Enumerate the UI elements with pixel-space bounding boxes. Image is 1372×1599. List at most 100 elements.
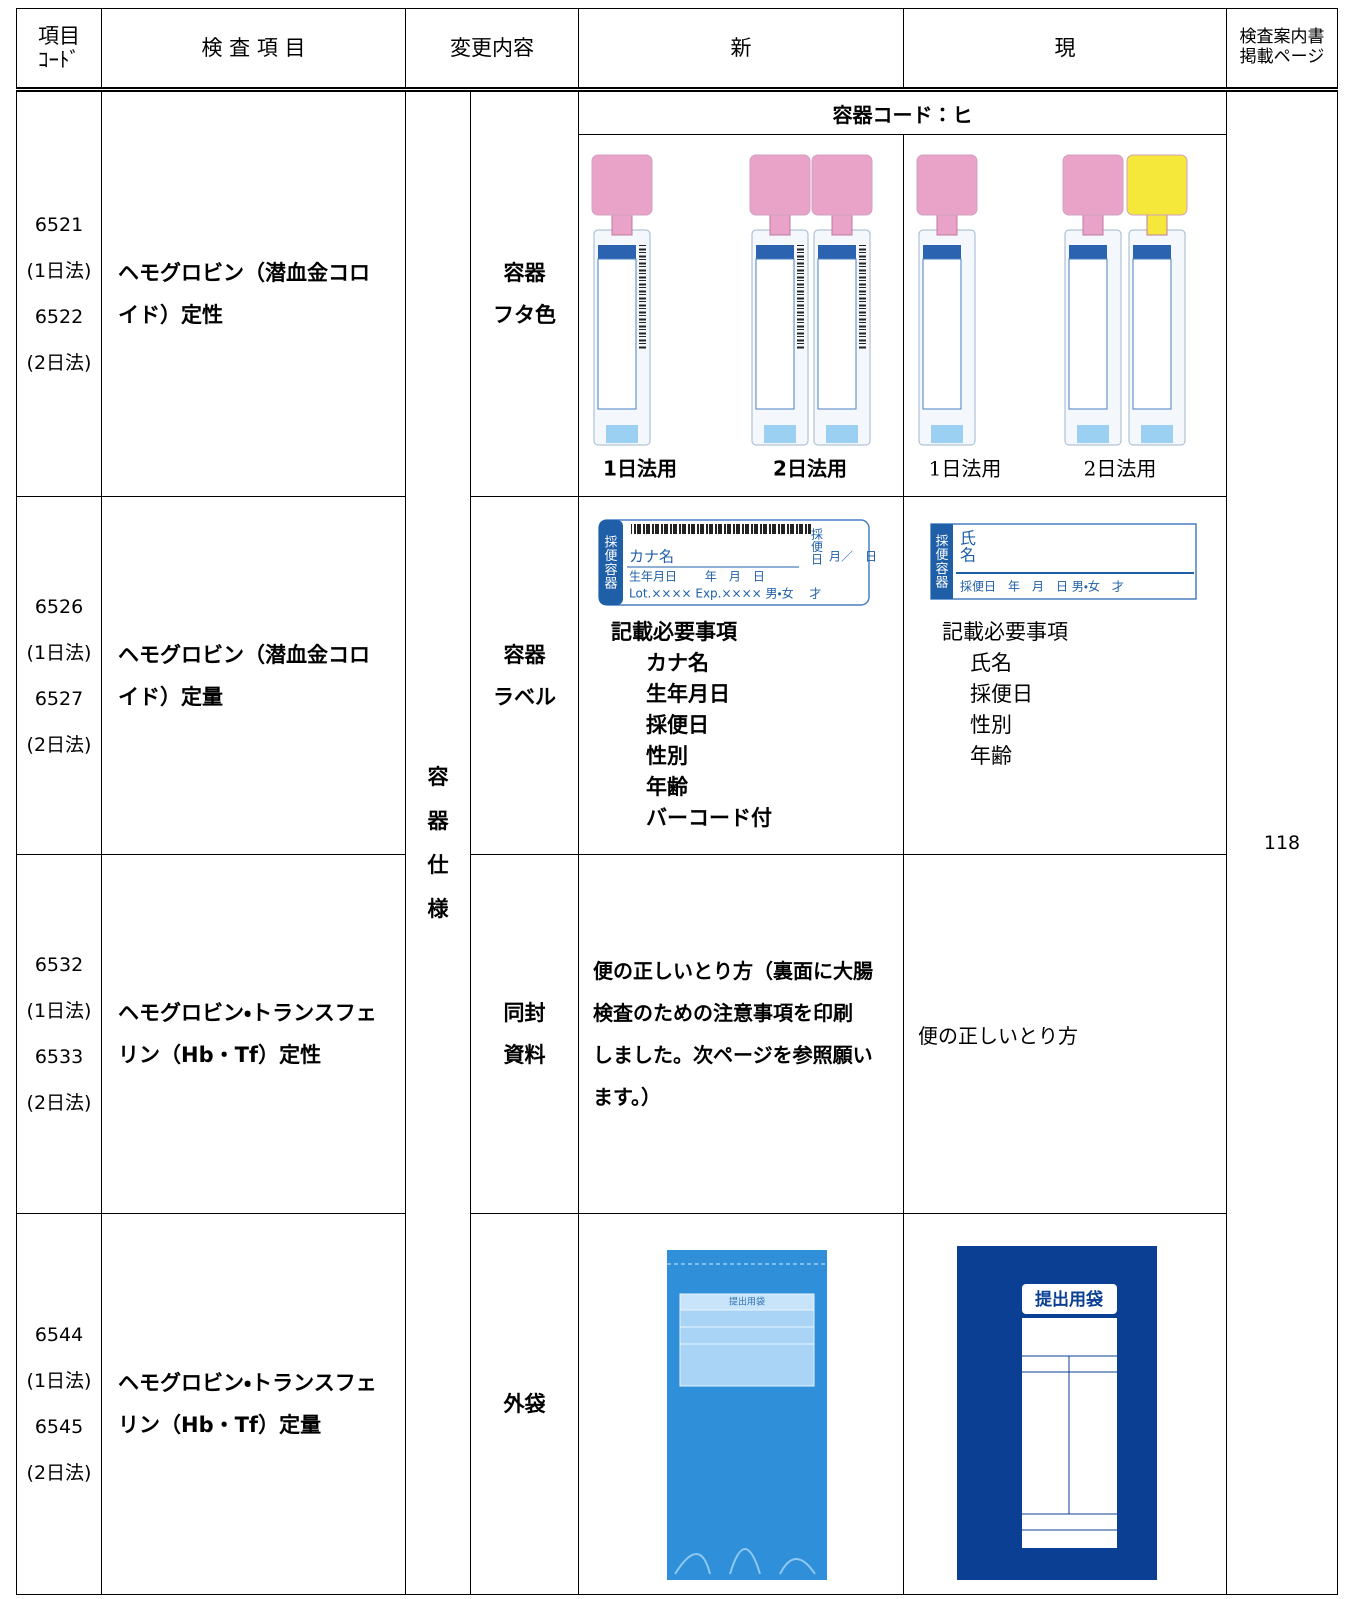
bag-image: 提出用袋 [666, 1250, 827, 1580]
requirements-heading: 記載必要事項 [942, 620, 1068, 644]
item: ヘモグロビン・トランスフェリン（Hb・Tf）定性 [101, 854, 406, 1214]
item-code: 6521 [34, 214, 84, 236]
barcode-stripe [646, 524, 649, 534]
barcode-stripe [638, 269, 646, 272]
barcode-stripe [638, 266, 646, 267]
change-table: 項目 ｺｰﾄﾞ 検 査 項 目 変更内容 新 現 検査案内書 掲載ページ 652… [16, 8, 1338, 1595]
barcode-stripe [858, 280, 866, 281]
barcode-stripe [796, 283, 804, 286]
barcode-stripe [766, 524, 767, 534]
caption: 1日法用 [928, 457, 1001, 481]
current-cell: 1日法用 2日法用 [903, 134, 1227, 497]
requirement: 年齢 [970, 744, 1012, 768]
barcode-stripe [638, 329, 646, 330]
barcode-stripe [685, 524, 686, 534]
tube-bottom [825, 425, 858, 443]
barcode-stripe [858, 318, 866, 321]
barcode-stripe [638, 308, 646, 309]
leaflet-current: 便の正しいとり方 [903, 854, 1227, 1214]
header-change: 変更内容 [405, 8, 579, 92]
barcode-stripe [858, 259, 866, 260]
barcode-stripe [658, 524, 659, 534]
row: 6544 (1日法) 6545 (2日法) ヘモグロビン・トランスフェリン（Hb・Tf… [16, 1213, 1338, 1595]
barcode-stripe [858, 297, 866, 300]
barcode-stripe [858, 301, 866, 302]
barcode-stripe [778, 524, 780, 534]
barcode-stripe [796, 329, 804, 330]
barcode-stripe [858, 308, 866, 309]
tube [811, 154, 872, 446]
item-code: 6545 [34, 1416, 84, 1438]
barcode-stripe [796, 294, 804, 295]
barcode-stripe [638, 294, 646, 295]
barcode-stripe [769, 524, 771, 534]
container-code: 容器コード：ヒ [578, 89, 1227, 135]
barcode-stripe [796, 325, 804, 328]
barcode-stripe [638, 276, 646, 279]
caption: 2日法用 [1083, 457, 1156, 481]
barcode-stripe [715, 524, 717, 534]
item-code: 6533 [34, 1046, 84, 1068]
tube-neck [831, 212, 852, 236]
barcode-stripe [638, 301, 646, 302]
change: 外袋 [470, 1213, 579, 1595]
barcode-stripe [858, 304, 866, 307]
barcode-stripe [796, 297, 804, 300]
tube-label-head [755, 245, 794, 259]
barcode-stripe [697, 524, 699, 534]
header-current: 現 [903, 8, 1227, 92]
barcode-stripe [796, 336, 804, 337]
barcode-stripe [682, 524, 685, 534]
header-page: 検査案内書 掲載ページ [1226, 8, 1338, 92]
barcode-stripe [763, 524, 766, 534]
barcode-stripe [796, 255, 804, 258]
barcode-stripe [796, 287, 804, 288]
tube-bottom [605, 425, 638, 443]
bag-image: 提出用袋 [956, 1246, 1157, 1580]
label-row: 採便日 年 月 日 男・女 才 [960, 580, 1124, 594]
tube-label [1068, 258, 1107, 410]
requirement: カナ名 [646, 651, 709, 675]
leaflet-line: しました。次ページを参照願い [593, 1043, 873, 1067]
barcode-stripe [638, 318, 646, 321]
barcode-stripe [796, 276, 804, 279]
tube-label-head [1068, 245, 1107, 259]
barcode-stripe [638, 283, 646, 286]
barcode-stripe [796, 280, 804, 281]
barcode-stripe [748, 524, 749, 534]
item-code: (1日法) [26, 641, 92, 664]
barcode-stripe [638, 339, 646, 342]
item-code: (2日法) [26, 352, 92, 374]
barcode-stripe [858, 248, 866, 251]
tube-label-head [1132, 245, 1171, 259]
label-side: 採便容器 [935, 534, 948, 590]
barcode-stripe [638, 248, 646, 251]
requirement: 採便日 [970, 682, 1033, 706]
barcode-stripe [638, 346, 646, 349]
leaflet-new: 便の正しいとり方（裏面に大腸 検査のための注意事項を印刷 しました。次ページを参照願… [580, 950, 903, 1118]
barcode-stripe [796, 301, 804, 302]
change: 容器 フタ色 [470, 89, 579, 497]
barcode-stripe [638, 287, 646, 288]
barcode-stripe [703, 524, 704, 534]
barcode-stripe [706, 524, 708, 534]
requirements-heading: 記載必要事項 [611, 620, 737, 644]
barcode-stripe [652, 524, 654, 534]
barcode-stripe [796, 273, 804, 274]
row: 6532 (1日法) 6533 (2日法) ヘモグロビン・トランスフェリン（Hb・Tf… [16, 854, 1338, 1214]
codes-cell: 6521 (1日法) 6522 (2日法) [16, 89, 102, 497]
tube [591, 154, 652, 446]
label-name: 氏名 [960, 528, 976, 564]
barcode-stripe [796, 315, 804, 316]
item-code: (1日法) [26, 1000, 92, 1022]
header-new: 新 [578, 8, 904, 92]
barcode-stripe [858, 287, 866, 288]
tube-label-head [817, 245, 856, 259]
codes-cell: 6526 (1日法) 6527 (2日法) [16, 496, 102, 855]
change: 容器 ラベル [470, 496, 579, 855]
barcode-stripe [638, 336, 646, 337]
barcode-stripe [858, 294, 866, 295]
requirement: 採便日 [646, 713, 709, 737]
barcode-stripe [637, 524, 640, 534]
barcode-stripe [858, 290, 866, 293]
